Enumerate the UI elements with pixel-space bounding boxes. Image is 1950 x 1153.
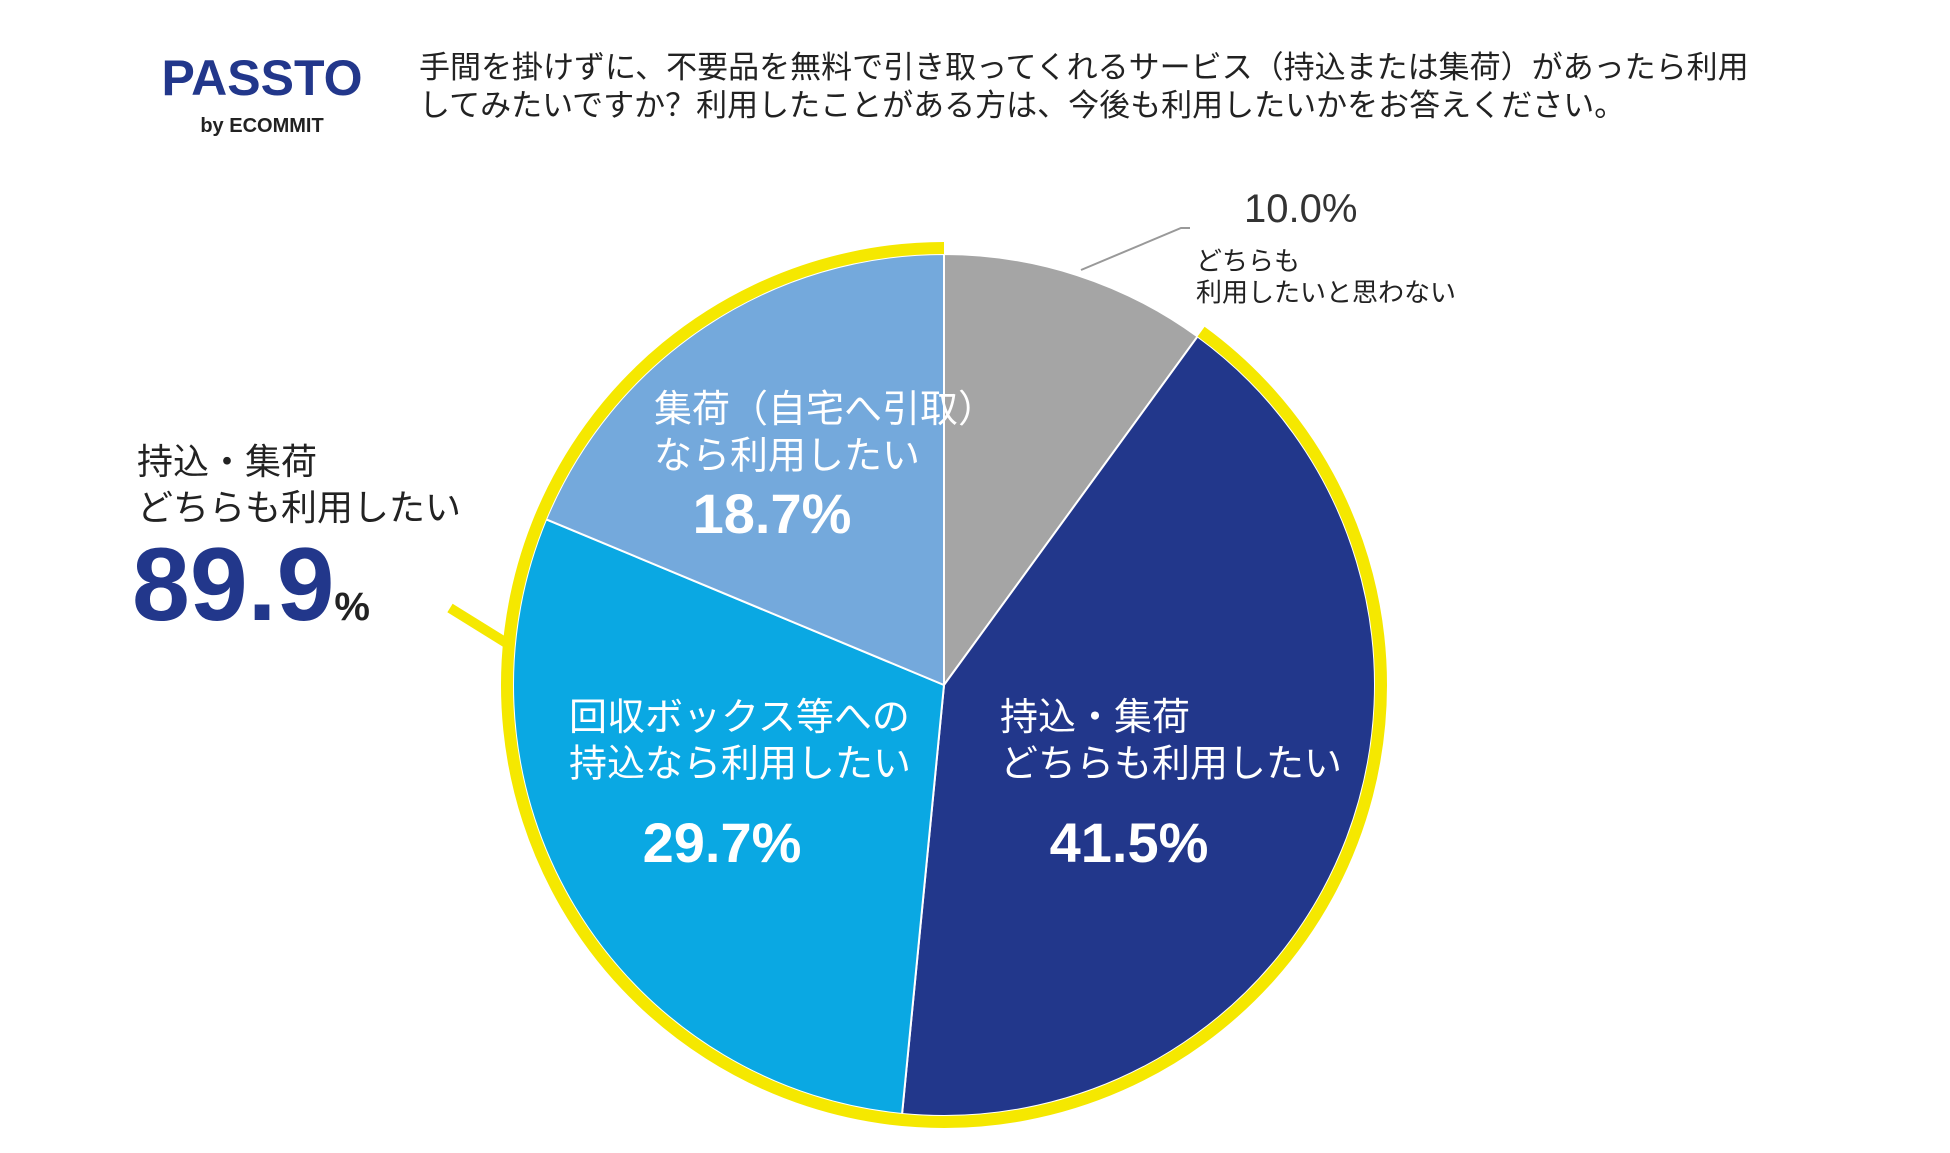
highlight-unit: % [334, 585, 370, 629]
highlight-arc [501, 242, 1387, 1128]
highlight-number: 89.9 [132, 527, 334, 643]
pie-slice [544, 252, 945, 687]
pie-slice [943, 252, 1199, 689]
value-label: 29.7% [643, 811, 802, 874]
chart-title: 手間を掛けずに、不要品を無料で引き取ってくれるサービス（持込または集荷）があった… [419, 50, 1749, 124]
logo-name: PASSTO [162, 50, 363, 106]
slice-label: 回収ボックス等への持込なら利用したい [569, 695, 911, 785]
pie-slice [900, 335, 1376, 1117]
leader-line [1080, 227, 1190, 271]
value-label: 10.0% [1244, 187, 1357, 231]
highlight-value: 89.9% [132, 527, 370, 643]
value-label: 18.7% [693, 482, 852, 545]
slice-label: 集荷（自宅へ引取）なら利用したい [654, 387, 996, 477]
pie-slice [512, 517, 946, 1116]
value-label: 41.5% [1050, 811, 1209, 874]
slice-label: どちらも利用したいと思わない [1196, 247, 1456, 309]
logo-byline: by ECOMMIT [200, 115, 323, 137]
slice-label: 持込・集荷どちらも利用したい [1000, 695, 1342, 785]
pie: どちらも利用したいと思わない 10.0% 持込・集荷どちらも利用したい 41.5% 回収… [501, 187, 1456, 1128]
highlight-connector [447, 603, 511, 649]
highlight-text: 持込・集荷どちらも利用したい [137, 442, 461, 529]
